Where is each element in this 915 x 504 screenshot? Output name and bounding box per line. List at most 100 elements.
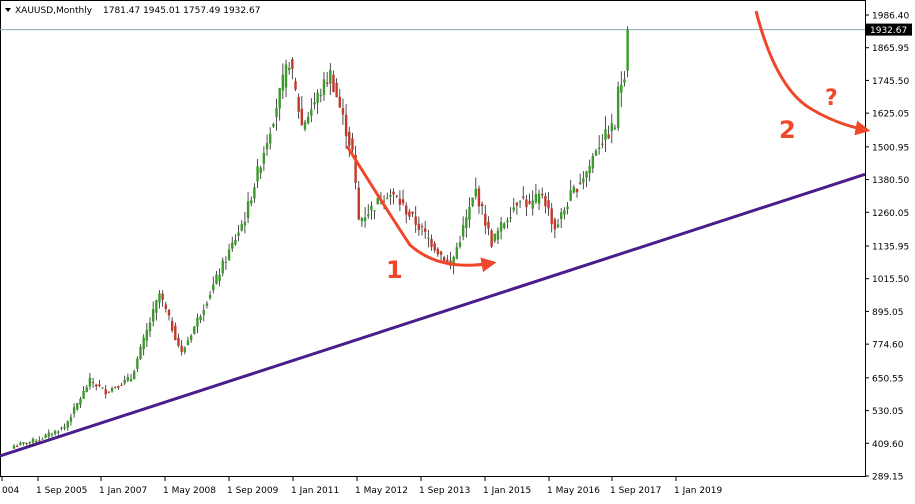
candle-body-up (189, 335, 193, 341)
candle-body-down (411, 211, 414, 214)
candle-body-up (123, 379, 126, 384)
candle-body-up (72, 407, 76, 415)
candle-body-down (480, 203, 484, 207)
candle-body-up (44, 434, 47, 438)
candle-body-up (284, 64, 288, 88)
candle-body-up (218, 274, 221, 282)
candle-body-up (278, 87, 281, 109)
candle-body-down (120, 384, 123, 386)
candle-body-up (199, 316, 202, 321)
candle-body-up (272, 124, 275, 127)
candle-body-up (41, 438, 44, 440)
candle-body-down (294, 81, 297, 90)
candle-body-down (300, 108, 304, 125)
ohlc-values: 1781.47 1945.01 1757.49 1932.67 (103, 6, 260, 16)
y-tick-label: 1015.50 (872, 275, 909, 285)
candle-body-up (452, 257, 455, 266)
candle-body-up (142, 337, 145, 350)
candle-body-up (208, 294, 212, 298)
x-tick-label: 1 Jan 2007 (99, 486, 147, 496)
candle-body-down (490, 230, 493, 247)
y-tick-label: 1625.05 (872, 110, 909, 120)
y-tick-label: 289.15 (872, 473, 904, 483)
candle-body-up (28, 441, 32, 444)
candle-body-up (66, 421, 69, 428)
y-tick-label: 1380.50 (872, 176, 909, 186)
candle-body-down (446, 259, 449, 262)
candle-body-up (512, 207, 515, 211)
y-tick-label: 895.05 (872, 308, 904, 318)
candle-body-down (417, 223, 421, 231)
collapse-triangle-icon[interactable] (5, 8, 11, 12)
candle-body-up (47, 432, 50, 437)
candle-body-up (281, 74, 285, 91)
candle-body-up (237, 232, 240, 236)
candle-body-up (465, 217, 468, 229)
candle-body-up (205, 303, 209, 306)
candle-body-up (139, 347, 142, 360)
candle-body-up (537, 193, 541, 204)
candle-body-up (616, 86, 620, 129)
candle-body-down (436, 248, 440, 255)
candle-body-down (114, 387, 117, 389)
candle-body-down (550, 208, 553, 225)
candle-body-up (57, 431, 60, 433)
candle-body-down (344, 114, 348, 137)
candle-body-up (224, 262, 228, 264)
candle-body-down (170, 320, 174, 331)
x-tick-label: 1 Jan 2015 (483, 486, 531, 496)
candle-body-up (623, 79, 626, 83)
candle-body-down (117, 386, 120, 388)
support-trendline (0, 172, 866, 458)
candle-body-up (316, 92, 319, 103)
candle-body-up (518, 201, 522, 203)
price-axis: 1986.40 1865.95 1745.50 1625.05 1500.95 1380.… (865, 12, 909, 483)
candle-body-down (430, 238, 433, 247)
candle-body-up (594, 150, 598, 156)
candle-body-up (243, 221, 247, 226)
candle-body-up (129, 378, 133, 382)
candle-body-down (515, 202, 519, 206)
candle-body-up (455, 247, 459, 259)
candle-body-up (613, 127, 617, 129)
candle-body-down (420, 226, 424, 228)
candle-body-up (250, 200, 253, 204)
candle-body-down (522, 196, 525, 198)
candle-body-down (398, 198, 402, 205)
candle-body-up (360, 218, 364, 222)
y-tick-label: 1986.40 (872, 12, 909, 22)
candle-body-up (499, 222, 503, 232)
candle-body-up (389, 195, 392, 197)
candle-body-up (215, 274, 218, 284)
candle-body-up (626, 29, 629, 71)
candle-body-up (591, 156, 595, 169)
candle-body-up (265, 143, 269, 150)
candle-body-up (503, 223, 506, 229)
plot-area (0, 0, 866, 477)
x-tick-label: 004 (2, 486, 19, 496)
candle-body-up (53, 430, 57, 434)
candle-body-up (509, 217, 512, 219)
candle-body-down (104, 389, 107, 395)
candle-body-up (151, 308, 155, 322)
candle-body-up (186, 340, 190, 345)
candle-body-up (158, 293, 161, 303)
candle-body-down (395, 195, 398, 197)
candle-body-down (354, 155, 357, 183)
candle-body-up (63, 426, 66, 429)
candle-body-up (50, 434, 54, 436)
candle-body-down (15, 446, 19, 448)
candle-body-up (597, 147, 601, 150)
current-price-label: 1932.67 (870, 26, 907, 36)
candle-body-up (310, 109, 313, 116)
candle-body-up (60, 427, 63, 429)
candle-body-down (442, 257, 446, 262)
candle-body-up (474, 188, 477, 197)
x-tick-label: 1 Jan 2019 (674, 486, 722, 496)
candle-body-up (85, 387, 88, 392)
candle-body-down (414, 216, 417, 225)
candle-body-up (101, 387, 104, 389)
current-price-label-bg (866, 23, 912, 36)
candle-body-up (386, 198, 389, 200)
